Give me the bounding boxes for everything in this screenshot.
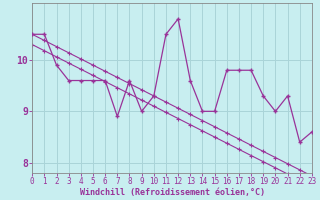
X-axis label: Windchill (Refroidissement éolien,°C): Windchill (Refroidissement éolien,°C) <box>80 188 265 197</box>
